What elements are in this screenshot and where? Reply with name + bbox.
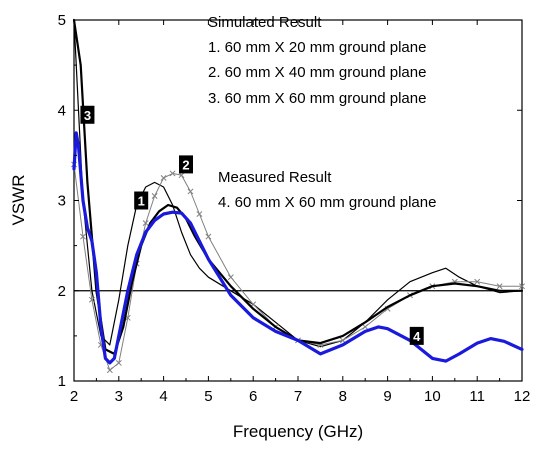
series-2-point xyxy=(152,193,157,198)
series-2-point xyxy=(188,189,193,194)
simulated-item-3: 3. 60 mm X 60 mm ground plane xyxy=(208,90,426,107)
series-2-point xyxy=(228,275,233,280)
y-tick-label: 1 xyxy=(58,373,66,390)
x-tick-label: 12 xyxy=(514,388,531,405)
x-tick-label: 5 xyxy=(204,388,212,405)
series-4-badge-label: 4 xyxy=(413,329,421,344)
series-2-point xyxy=(206,234,211,239)
y-tick-label: 5 xyxy=(58,12,66,29)
x-tick-label: 4 xyxy=(159,388,167,405)
simulated-item-2: 2. 60 mm X 40 mm ground plane xyxy=(208,64,426,81)
x-tick-label: 10 xyxy=(424,388,441,405)
x-tick-label: 2 xyxy=(70,388,78,405)
series-1-badge-label: 1 xyxy=(138,194,145,209)
measured-heading: Measured Result xyxy=(218,169,332,186)
x-tick-label: 6 xyxy=(249,388,257,405)
x-tick-label: 7 xyxy=(294,388,302,405)
simulated-item-1: 1. 60 mm X 20 mm ground plane xyxy=(208,39,426,56)
simulated-heading: Simulated Result xyxy=(208,14,322,31)
measured-item-4: 4. 60 mm X 60 mm ground plane xyxy=(218,194,436,211)
y-tick-label: 2 xyxy=(58,283,66,300)
series-2-badge-label: 2 xyxy=(182,157,189,172)
y-tick-label: 3 xyxy=(58,193,66,210)
series-2-point xyxy=(363,324,368,329)
series-2-point xyxy=(161,175,166,180)
series-2-point xyxy=(107,368,112,373)
x-axis-title: Frequency (GHz) xyxy=(233,422,363,441)
series-3-badge-label: 3 xyxy=(84,108,91,123)
series-2-point xyxy=(197,211,202,216)
y-tick-label: 4 xyxy=(58,102,66,119)
x-tick-label: 11 xyxy=(469,388,485,405)
x-tick-label: 3 xyxy=(115,388,123,405)
x-tick-label: 8 xyxy=(339,388,347,405)
x-tick-label: 9 xyxy=(383,388,391,405)
y-axis-title: VSWR xyxy=(9,175,28,226)
